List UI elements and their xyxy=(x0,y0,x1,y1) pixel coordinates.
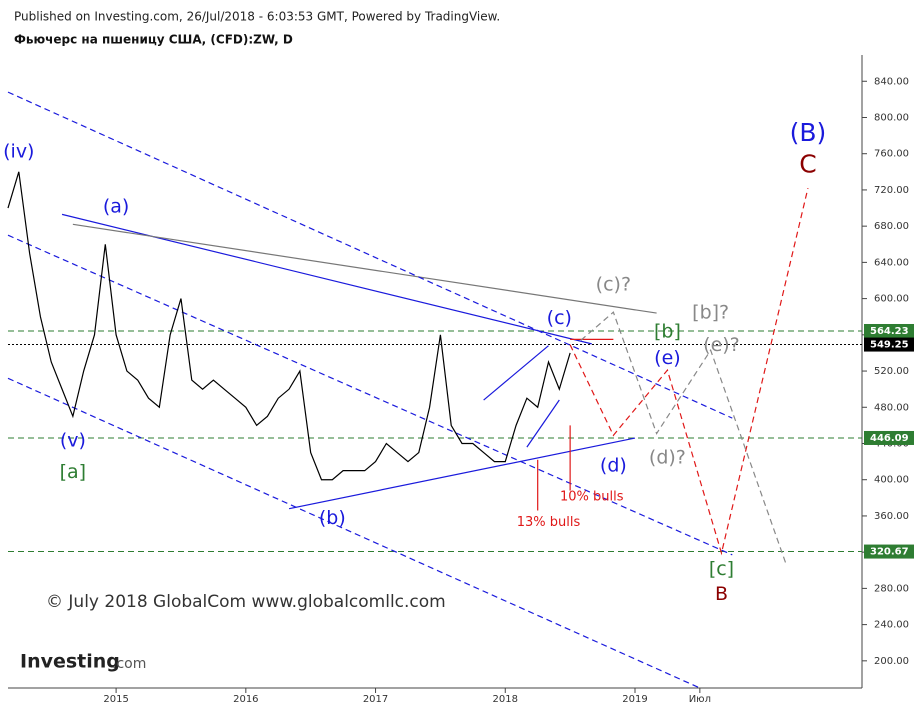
trend-line xyxy=(7,377,701,689)
wave-label: [b]? xyxy=(692,302,729,324)
chart-title: Фьючерс на пшеницу США, (CFD):ZW, D xyxy=(14,33,293,47)
trend-line xyxy=(288,437,636,510)
wave-label: [b] xyxy=(654,321,681,343)
level-label-box xyxy=(864,430,914,445)
level-label: 446.09 xyxy=(870,433,909,444)
trend-line xyxy=(580,311,787,566)
wave-label: (e) xyxy=(654,347,681,369)
y-tick-label: 760.00 xyxy=(874,149,909,160)
level-label-box xyxy=(864,337,914,352)
wave-label: (b) xyxy=(319,507,346,529)
y-tick-label: 600.00 xyxy=(874,294,909,305)
wave-label: [c] xyxy=(709,558,734,580)
y-tick-label: 680.00 xyxy=(874,221,909,232)
y-tick-label: 240.00 xyxy=(874,620,909,631)
x-tick-label: 2016 xyxy=(233,694,258,705)
wave-label: (B) xyxy=(790,118,827,147)
wave-label: 10% bulls xyxy=(560,489,624,504)
logo: Investing xyxy=(20,651,120,673)
wave-label: (c)? xyxy=(596,274,631,296)
wave-label: B xyxy=(715,583,728,605)
level-label: 564.23 xyxy=(870,326,909,337)
level-label: 549.25 xyxy=(870,340,909,351)
y-tick-label: 480.00 xyxy=(874,402,909,413)
price-line xyxy=(7,171,571,481)
x-tick-label: 2018 xyxy=(493,694,518,705)
trend-line xyxy=(72,223,657,314)
y-tick-label: 280.00 xyxy=(874,583,909,594)
y-tick-label: 640.00 xyxy=(874,257,909,268)
wave-label: 13% bulls xyxy=(517,515,581,530)
wave-label: [a] xyxy=(60,461,86,483)
level-label: 320.67 xyxy=(870,547,909,558)
publish-note: Published on Investing.com, 26/Jul/2018 … xyxy=(14,10,500,24)
trend-line xyxy=(569,187,809,556)
wave-label: (c) xyxy=(547,307,572,329)
y-tick-label: 800.00 xyxy=(874,112,909,123)
wave-label: (iv) xyxy=(3,140,34,162)
wave-label: C xyxy=(799,149,816,178)
y-tick-label: 720.00 xyxy=(874,185,909,196)
y-tick-label: 400.00 xyxy=(874,475,909,486)
x-tick-label: 2015 xyxy=(103,694,128,705)
wave-label: (v) xyxy=(60,429,86,451)
y-tick-label: 840.00 xyxy=(874,76,909,87)
level-label-box xyxy=(864,323,914,338)
trend-line xyxy=(483,345,549,401)
wave-label: (d)? xyxy=(649,446,686,468)
y-tick-label: 520.00 xyxy=(874,366,909,377)
x-tick-label: 2019 xyxy=(622,694,647,705)
trend-line xyxy=(526,399,560,448)
x-tick-label: Июл xyxy=(689,694,711,705)
x-tick-label: 2017 xyxy=(363,694,388,705)
trend-line xyxy=(7,91,733,419)
trend-line xyxy=(7,234,733,556)
wave-label: (e)? xyxy=(703,334,740,356)
y-tick-label: 360.00 xyxy=(874,511,909,522)
wave-label: (a) xyxy=(103,196,129,218)
logo-suffix: .com xyxy=(112,656,146,672)
level-label-box xyxy=(864,544,914,559)
y-tick-label: 200.00 xyxy=(874,656,909,667)
wave-label: (d) xyxy=(600,455,627,477)
watermark: © July 2018 GlobalCom www.globalcomllc.c… xyxy=(46,592,446,612)
